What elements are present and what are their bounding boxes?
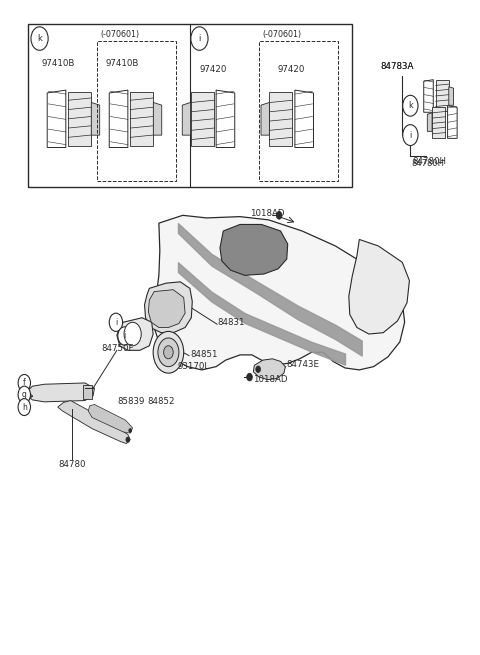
Text: 84783A: 84783A xyxy=(381,62,414,71)
Text: 97410B: 97410B xyxy=(106,59,139,68)
Text: 84780: 84780 xyxy=(59,460,86,469)
Text: h: h xyxy=(22,403,27,411)
Text: 84851: 84851 xyxy=(190,350,217,360)
Circle shape xyxy=(18,375,31,392)
Polygon shape xyxy=(117,318,153,350)
Text: 93170L: 93170L xyxy=(177,362,209,371)
Bar xyxy=(83,385,92,400)
Circle shape xyxy=(276,212,282,219)
Polygon shape xyxy=(58,401,130,443)
Text: f: f xyxy=(23,379,25,388)
Circle shape xyxy=(153,331,184,373)
Circle shape xyxy=(256,366,261,373)
Polygon shape xyxy=(191,92,214,146)
Circle shape xyxy=(18,399,31,415)
Polygon shape xyxy=(109,90,128,147)
Polygon shape xyxy=(182,102,191,135)
Polygon shape xyxy=(424,80,433,112)
Circle shape xyxy=(118,327,131,345)
Text: 84743E: 84743E xyxy=(287,360,320,369)
Text: i: i xyxy=(409,130,411,140)
Polygon shape xyxy=(295,90,313,147)
Polygon shape xyxy=(216,90,235,147)
Polygon shape xyxy=(68,92,91,146)
Polygon shape xyxy=(436,81,449,111)
Text: (-070601): (-070601) xyxy=(100,29,139,39)
Polygon shape xyxy=(269,92,292,146)
Polygon shape xyxy=(447,105,457,138)
Polygon shape xyxy=(449,86,454,105)
Circle shape xyxy=(164,346,173,359)
Polygon shape xyxy=(153,102,162,135)
Polygon shape xyxy=(130,92,153,146)
Text: i: i xyxy=(115,318,117,327)
Circle shape xyxy=(126,437,130,442)
Circle shape xyxy=(158,338,179,367)
Circle shape xyxy=(109,313,122,331)
Text: k: k xyxy=(408,102,413,110)
Text: i: i xyxy=(198,34,201,43)
Text: i: i xyxy=(123,331,126,341)
Text: 85839: 85839 xyxy=(117,398,144,406)
Polygon shape xyxy=(47,90,66,147)
Text: 97420: 97420 xyxy=(199,66,227,75)
Circle shape xyxy=(403,96,418,116)
Bar xyxy=(259,41,338,181)
Text: (-070601): (-070601) xyxy=(263,29,301,39)
Circle shape xyxy=(403,124,418,145)
Text: k: k xyxy=(37,34,42,43)
Polygon shape xyxy=(88,404,132,433)
Text: 84780H: 84780H xyxy=(412,159,445,168)
Text: 84783A: 84783A xyxy=(381,62,414,71)
Text: 84780H: 84780H xyxy=(413,157,447,166)
Polygon shape xyxy=(28,383,95,402)
Circle shape xyxy=(18,386,31,403)
Polygon shape xyxy=(91,102,100,135)
Polygon shape xyxy=(432,107,445,138)
Polygon shape xyxy=(427,113,432,132)
Text: 97410B: 97410B xyxy=(42,59,75,68)
Text: 84852: 84852 xyxy=(147,398,174,406)
Circle shape xyxy=(31,27,48,50)
Polygon shape xyxy=(349,240,409,334)
Text: 84831: 84831 xyxy=(217,318,245,328)
Circle shape xyxy=(191,27,208,50)
Polygon shape xyxy=(220,225,288,275)
Text: 84750F: 84750F xyxy=(102,344,134,353)
Polygon shape xyxy=(253,359,285,380)
Text: 97420: 97420 xyxy=(277,66,305,75)
Circle shape xyxy=(124,322,141,346)
Text: g: g xyxy=(22,390,27,399)
Polygon shape xyxy=(261,102,269,135)
Circle shape xyxy=(129,428,132,432)
Polygon shape xyxy=(148,290,185,328)
Polygon shape xyxy=(144,282,192,333)
Bar xyxy=(97,41,176,181)
Circle shape xyxy=(247,373,252,381)
Text: 1018AD: 1018AD xyxy=(250,209,284,218)
Polygon shape xyxy=(153,215,405,370)
Text: 1018AD: 1018AD xyxy=(253,375,288,384)
Bar xyxy=(28,24,352,187)
